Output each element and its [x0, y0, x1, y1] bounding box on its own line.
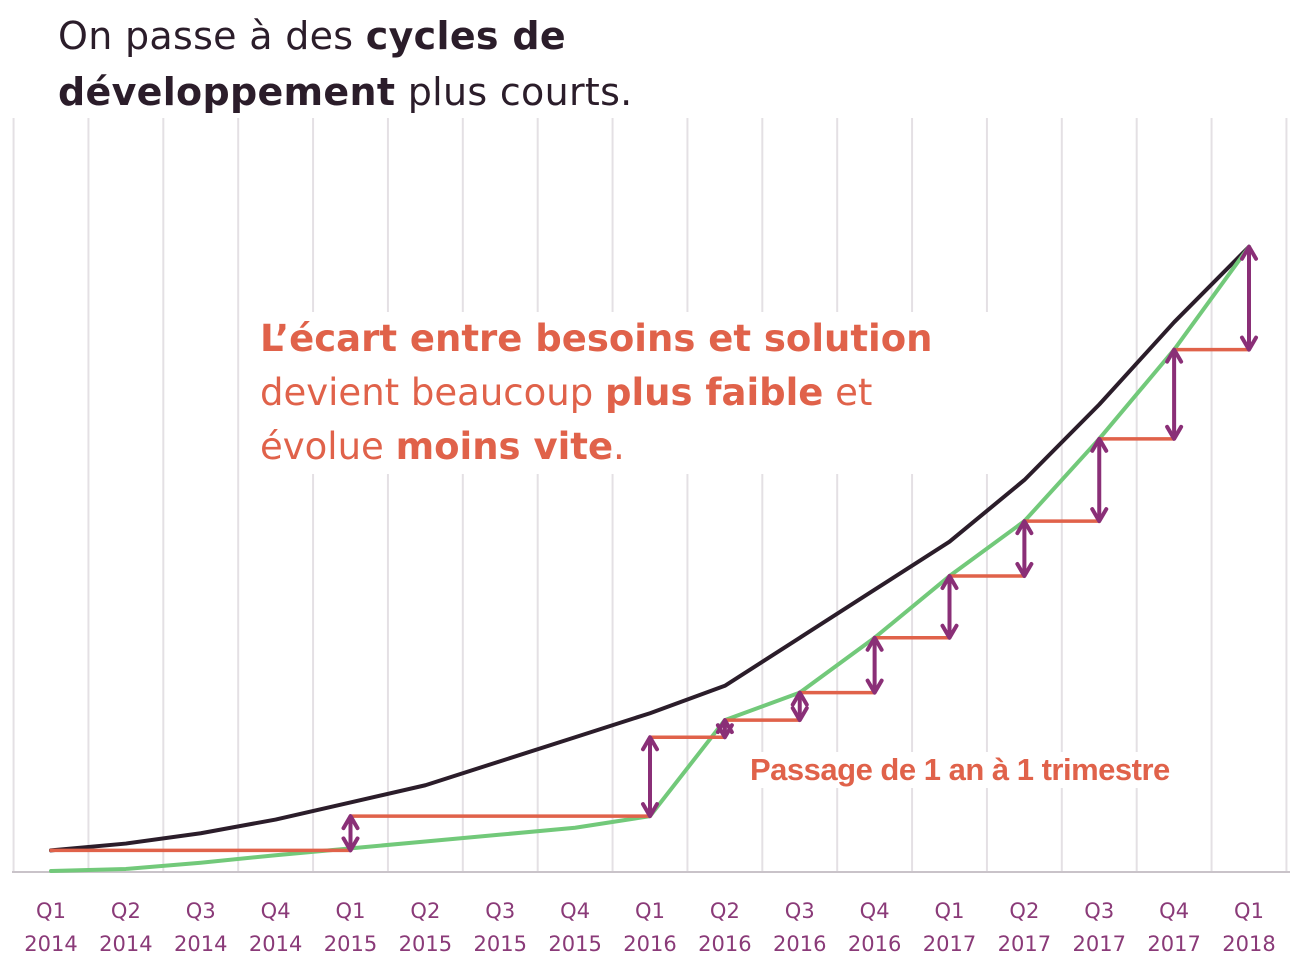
gap-arrow — [715, 718, 734, 740]
x-tick-label: Q2 2015 — [399, 899, 452, 956]
x-tick-label: Q1 2016 — [623, 899, 676, 956]
x-tick-label: Q4 2014 — [249, 899, 302, 956]
gap-arrow-head-top — [1165, 347, 1184, 364]
x-tick-quarter: Q4 — [560, 899, 590, 923]
gap-arrow-head-bottom — [715, 723, 734, 740]
gap-arrow — [790, 690, 809, 723]
gap-arrow-head-top — [790, 690, 809, 707]
x-tick-year: 2018 — [1222, 932, 1275, 956]
x-tick-year: 2017 — [1147, 932, 1200, 956]
gap-arrow-head-top — [1015, 519, 1034, 536]
x-tick-label: Q2 2016 — [698, 899, 751, 956]
gap-arrow — [341, 814, 360, 853]
gap-arrow — [940, 574, 959, 640]
page-title: On passe à des cycles de développement p… — [58, 8, 818, 120]
x-tick-year: 2015 — [548, 932, 601, 956]
x-axis-ticks: Q1 2014 Q2 2014 Q3 2014 Q4 2014 Q1 2015 Q2 2015 Q3 20… — [24, 899, 1275, 956]
x-tick-label: Q3 2014 — [174, 899, 227, 956]
x-tick-label: Q4 2017 — [1147, 899, 1200, 956]
x-tick-quarter: Q3 — [785, 899, 815, 923]
gap-arrow-head-bottom — [865, 678, 884, 695]
x-tick-year: 2015 — [474, 932, 527, 956]
annotation-line-2b: plus faible — [604, 371, 824, 414]
grid-lines — [12, 118, 1288, 872]
x-tick-quarter: Q1 — [635, 899, 665, 923]
gap-arrow-head-bottom — [1165, 424, 1184, 441]
x-tick-label: Q1 2015 — [324, 899, 377, 956]
gap-arrow-head-bottom — [790, 706, 809, 723]
x-tick-label: Q2 2014 — [99, 899, 152, 956]
x-tick-quarter: Q2 — [710, 899, 740, 923]
gap-arrow-head-top — [1090, 436, 1109, 453]
x-tick-label: Q1 2014 — [24, 899, 77, 956]
annotation-line-3b: moins vite — [395, 425, 614, 468]
x-tick-label: Q3 2017 — [1073, 899, 1126, 956]
gap-arrow-head-top — [1240, 244, 1258, 261]
x-tick-year: 2017 — [923, 932, 976, 956]
x-tick-year: 2016 — [623, 932, 676, 956]
x-tick-year: 2016 — [698, 932, 751, 956]
gap-arrow-head-bottom — [1015, 562, 1034, 579]
title-text-2: plus courts. — [395, 70, 633, 114]
x-tick-year: 2014 — [249, 932, 302, 956]
x-tick-label: Q1 2017 — [923, 899, 976, 956]
x-tick-quarter: Q4 — [261, 899, 291, 923]
gap-arrow — [1165, 347, 1184, 441]
x-tick-quarter: Q1 — [935, 899, 965, 923]
annotation-line-2a: devient beaucoup — [260, 371, 605, 414]
gap-arrow-head-bottom — [1240, 335, 1258, 352]
x-tick-quarter: Q4 — [860, 899, 890, 923]
gap-arrow — [1240, 244, 1258, 352]
annotation-line-2c: et — [823, 371, 873, 414]
gap-arrow-head-bottom — [341, 836, 360, 853]
x-tick-quarter: Q2 — [111, 899, 141, 923]
x-tick-year: 2014 — [24, 932, 77, 956]
title-text-bold: cycles de développement — [58, 14, 566, 114]
gap-arrow-head-top — [940, 574, 959, 591]
x-tick-year: 2015 — [399, 932, 452, 956]
gap-arrow — [641, 735, 659, 819]
gap-arrow-head-top — [641, 735, 659, 752]
x-tick-quarter: Q3 — [1084, 899, 1114, 923]
x-tick-year: 2014 — [99, 932, 152, 956]
x-tick-quarter: Q3 — [485, 899, 515, 923]
series-line-besoins — [49, 244, 1251, 853]
x-tick-quarter: Q1 — [36, 899, 66, 923]
annotation-line-3a: évolue — [260, 425, 396, 468]
x-tick-quarter: Q2 — [410, 899, 440, 923]
x-tick-quarter: Q2 — [1009, 899, 1039, 923]
gap-arrow-head-top — [341, 814, 360, 831]
x-tick-year: 2015 — [324, 932, 377, 956]
x-tick-label: Q3 2016 — [773, 899, 826, 956]
x-tick-label: Q4 2015 — [548, 899, 601, 956]
x-tick-quarter: Q3 — [186, 899, 216, 923]
x-tick-label: Q1 2018 — [1222, 899, 1275, 956]
x-tick-year: 2017 — [998, 932, 1051, 956]
x-tick-label: Q2 2017 — [998, 899, 1051, 956]
x-tick-label: Q3 2015 — [474, 899, 527, 956]
step-label: Passage de 1 an à 1 trimestre — [744, 752, 1176, 788]
x-tick-quarter: Q1 — [336, 899, 366, 923]
x-tick-year: 2014 — [174, 932, 227, 956]
title-text-1: On passe à des — [58, 14, 366, 58]
x-tick-quarter: Q4 — [1159, 899, 1189, 923]
gap-arrow-head-bottom — [940, 623, 959, 640]
gap-arrows — [341, 244, 1258, 853]
annotation-line-3c: . — [613, 425, 625, 468]
x-tick-label: Q4 2016 — [848, 899, 901, 956]
gap-arrow — [865, 635, 884, 695]
x-tick-year: 2017 — [1073, 932, 1126, 956]
gap-arrow — [1090, 436, 1109, 524]
gap-annotation: L’écart entre besoins et solution devien… — [256, 312, 994, 474]
gap-arrow-head-top — [865, 635, 884, 652]
gap-arrow-head-bottom — [641, 802, 659, 819]
x-tick-year: 2016 — [848, 932, 901, 956]
annotation-line-1: L’écart entre besoins et solution — [260, 317, 933, 360]
gap-arrow-head-bottom — [1090, 507, 1109, 524]
x-tick-year: 2016 — [773, 932, 826, 956]
x-tick-quarter: Q1 — [1234, 899, 1264, 923]
gap-arrow — [1015, 519, 1034, 579]
